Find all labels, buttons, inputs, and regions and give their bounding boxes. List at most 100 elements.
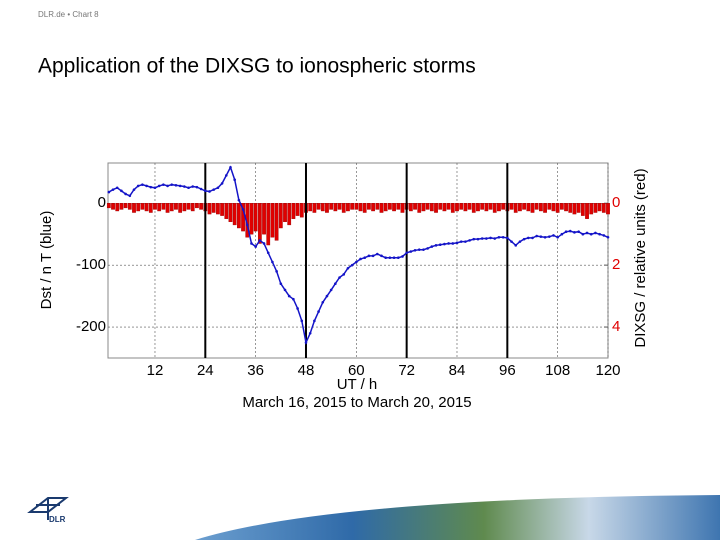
point	[401, 255, 404, 258]
bar	[274, 203, 279, 241]
point	[266, 251, 270, 255]
point	[447, 242, 450, 245]
bar	[153, 203, 157, 210]
point	[195, 185, 199, 189]
bar	[278, 203, 283, 229]
point	[292, 297, 295, 301]
point	[564, 230, 568, 234]
bar	[329, 203, 334, 210]
point	[178, 184, 182, 188]
bar	[127, 203, 132, 210]
point	[522, 237, 526, 241]
bar	[195, 203, 199, 209]
bar	[354, 203, 359, 210]
bar	[388, 203, 392, 210]
bar	[144, 203, 149, 212]
bar	[555, 203, 560, 213]
point	[300, 319, 304, 323]
point	[392, 256, 396, 260]
point	[468, 239, 471, 242]
bar	[593, 203, 598, 213]
point	[606, 235, 610, 239]
bar	[341, 203, 346, 213]
point	[514, 244, 518, 247]
point	[191, 185, 195, 188]
bar	[232, 203, 237, 226]
point	[506, 236, 509, 240]
bar	[220, 203, 224, 216]
bar	[467, 203, 472, 210]
bar	[123, 203, 128, 209]
bar	[497, 203, 501, 212]
point	[464, 240, 467, 243]
point	[430, 245, 434, 248]
bar	[585, 203, 589, 219]
bar	[471, 203, 476, 213]
point	[174, 183, 178, 187]
point	[220, 182, 224, 185]
bar	[450, 203, 455, 213]
bar	[425, 203, 430, 210]
bar	[165, 203, 170, 213]
point	[581, 232, 585, 236]
point	[459, 240, 463, 243]
bar	[186, 203, 191, 210]
bar	[295, 203, 300, 216]
point	[187, 186, 190, 190]
point	[434, 244, 438, 247]
bar	[463, 203, 468, 212]
point	[535, 234, 538, 238]
point	[409, 250, 413, 253]
point	[547, 235, 551, 238]
bar	[392, 203, 396, 212]
point	[363, 256, 367, 260]
bar	[513, 203, 518, 213]
bar	[501, 203, 506, 210]
point	[527, 236, 530, 240]
point	[124, 192, 127, 196]
bar	[580, 203, 585, 216]
y2-axis-label: DIXSG / relative units (red)	[632, 168, 649, 347]
x-axis-label: UT / h	[337, 376, 378, 393]
point	[241, 208, 245, 211]
point	[552, 234, 555, 237]
bar	[228, 203, 233, 223]
bar	[421, 203, 426, 212]
y2-tick-label: 0	[612, 194, 620, 211]
point	[229, 166, 232, 169]
point	[128, 194, 132, 198]
bar	[211, 203, 216, 213]
bar	[597, 203, 602, 212]
y-tick-label: 0	[98, 194, 106, 211]
bar	[442, 203, 447, 212]
bar	[413, 203, 417, 210]
point	[183, 185, 186, 188]
point	[296, 307, 299, 310]
bar	[115, 203, 120, 212]
point	[518, 240, 522, 243]
point	[245, 223, 249, 227]
point	[250, 242, 253, 245]
point	[388, 256, 392, 260]
point	[153, 186, 157, 190]
point	[573, 231, 576, 234]
point	[560, 232, 564, 236]
point	[334, 282, 337, 286]
point	[480, 237, 484, 240]
logo-text: DLR	[49, 515, 66, 524]
x-tick-label: 24	[197, 362, 214, 379]
point	[329, 288, 333, 292]
earth-image	[195, 495, 720, 540]
bar	[568, 203, 573, 213]
bar	[547, 203, 552, 210]
bar	[522, 203, 526, 210]
point	[355, 260, 358, 264]
point	[489, 236, 492, 240]
point	[254, 245, 257, 248]
point	[384, 256, 387, 260]
point	[162, 183, 165, 186]
bar	[559, 203, 564, 210]
point	[262, 242, 266, 245]
